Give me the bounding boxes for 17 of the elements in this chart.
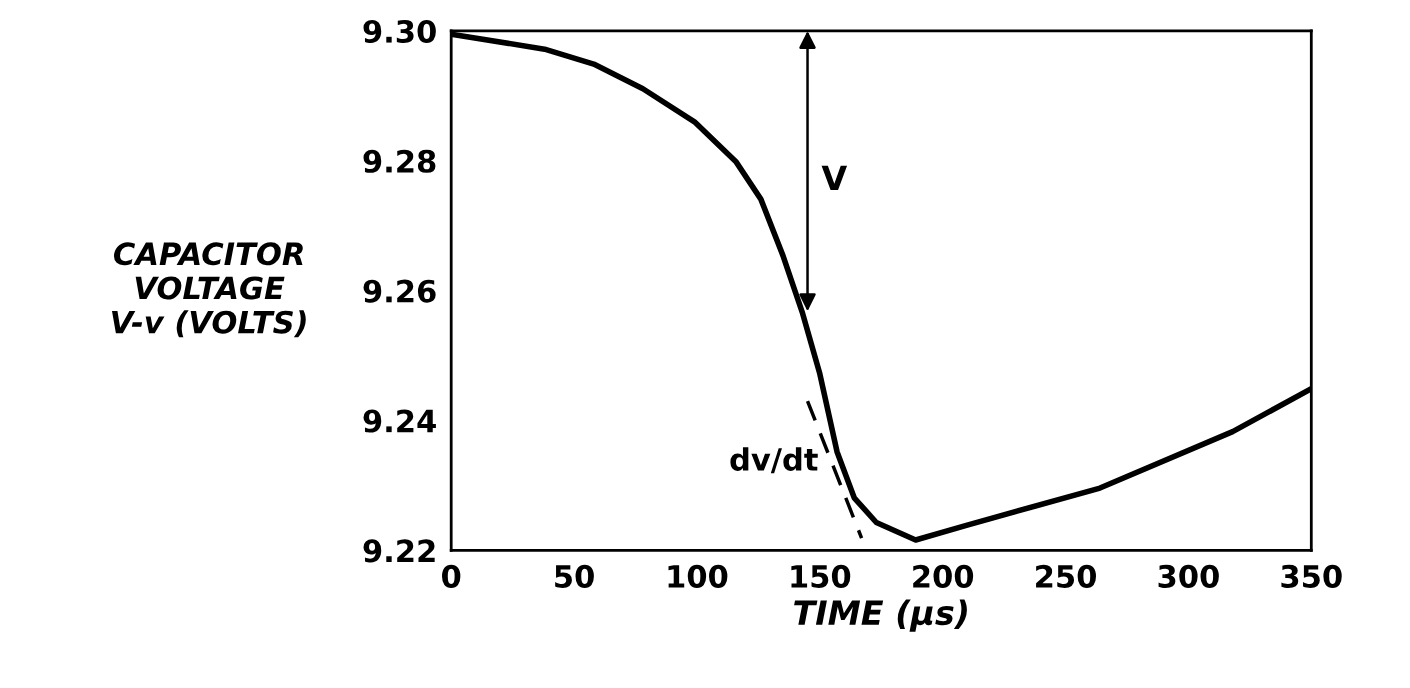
annotation: dv/dt — [730, 447, 818, 474]
x-axis-title: TIME (µs) — [794, 599, 967, 632]
x-tick-label: 350 — [1281, 564, 1342, 588]
x-tick-label: 150 — [791, 564, 851, 588]
x-tick-label: 100 — [668, 564, 728, 588]
y-axis-title: CAPACITOR VOLTAGE V-v (VOLTS) — [111, 242, 306, 338]
x-tick-label: 0 — [442, 564, 461, 588]
y-tick-label: 9.28 — [363, 149, 436, 173]
y-tick-label: 9.22 — [363, 539, 435, 563]
y-tick-label: 9.26 — [363, 279, 436, 303]
annotation: V — [821, 165, 848, 191]
x-tick-label: 300 — [1158, 564, 1219, 588]
y-tick-label: 9.30 — [363, 19, 436, 43]
x-tick-label: 200 — [913, 564, 974, 588]
y-tick-label: 9.24 — [363, 409, 436, 433]
x-tick-label: 250 — [1036, 564, 1096, 588]
x-tick-label: 50 — [555, 564, 594, 588]
